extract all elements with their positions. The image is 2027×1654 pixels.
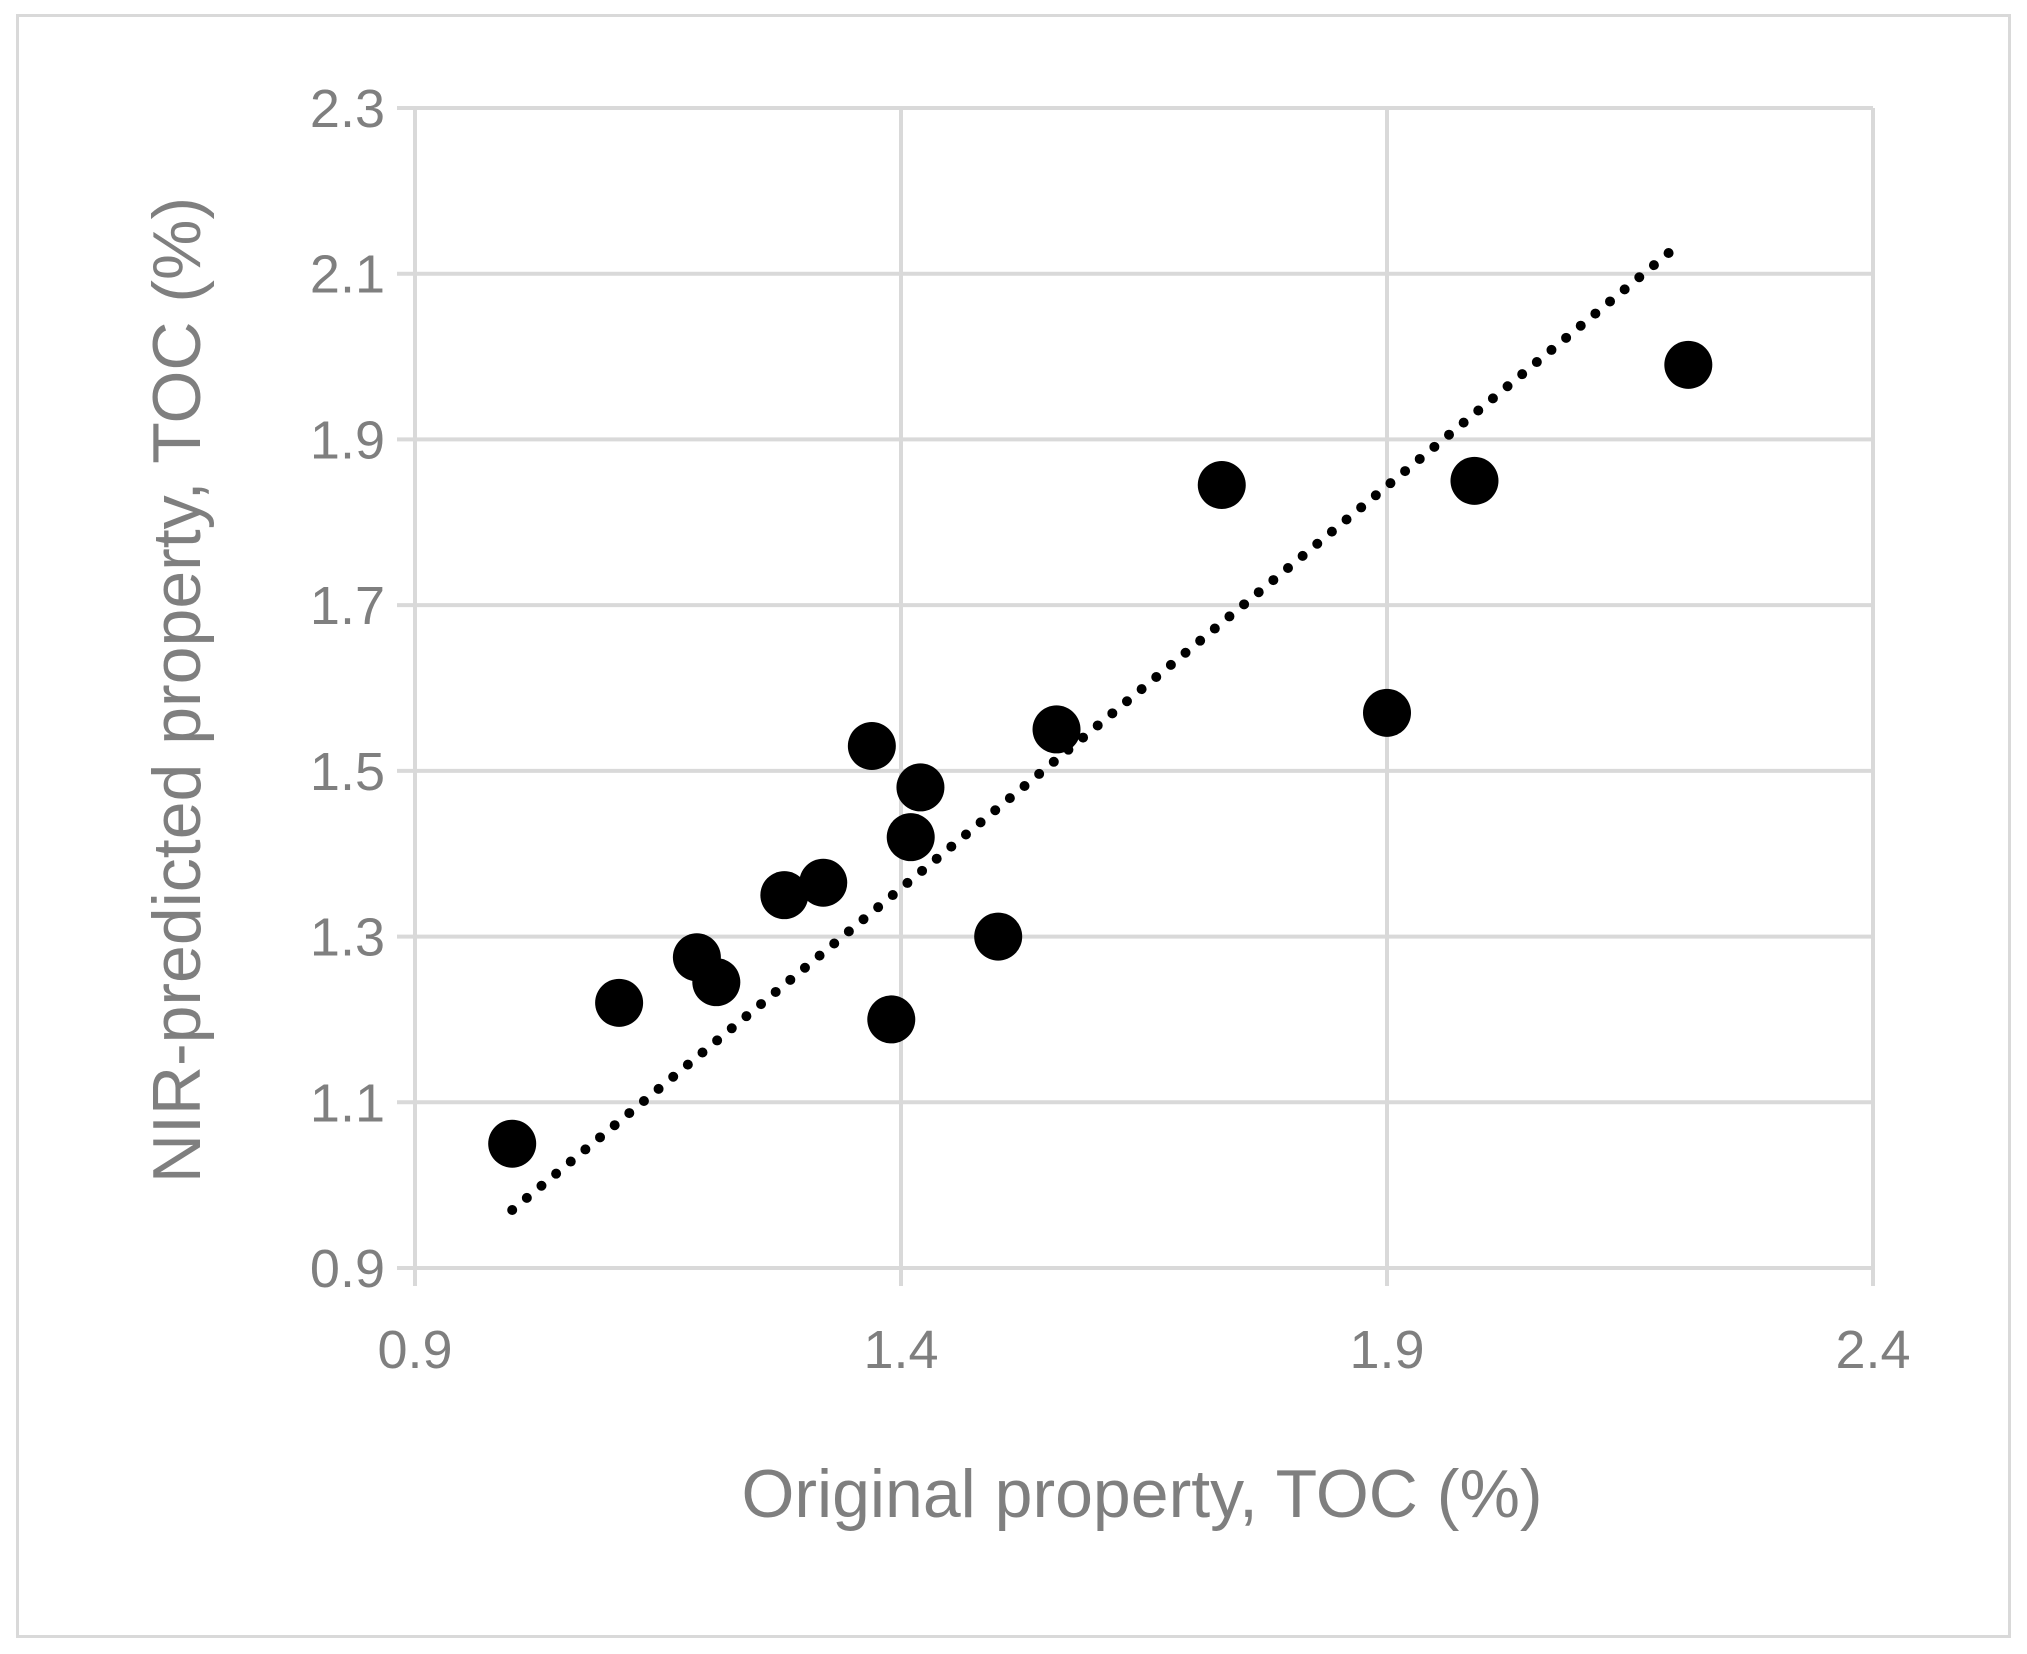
x-tick-labels: 0.9 1.4 1.9 2.4 <box>377 1320 1910 1380</box>
trendline-path <box>507 239 1684 1215</box>
x-tick-label-1: 1.4 <box>863 1320 938 1380</box>
x-tick-label-0: 0.9 <box>377 1320 452 1380</box>
data-point-7 <box>867 995 916 1044</box>
data-point-15 <box>1664 340 1713 389</box>
y-tick-labels: 0.9 1.1 1.3 1.5 1.7 1.9 2.1 2.3 <box>310 79 385 1299</box>
y-tick-label-7: 2.3 <box>310 79 385 139</box>
y-tick-label-6: 2.1 <box>310 245 385 305</box>
y-tick-label-3: 1.5 <box>310 742 385 802</box>
gridlines <box>397 106 1875 1286</box>
data-point-14 <box>1450 456 1499 505</box>
data-point-8 <box>886 813 935 862</box>
data-points <box>488 340 1713 1168</box>
data-point-12 <box>1197 461 1246 509</box>
data-point-9 <box>896 763 945 812</box>
data-point-11 <box>1032 705 1081 754</box>
y-axis-title: NIR-predicted property, TOC (%) <box>139 197 215 1183</box>
data-point-3 <box>692 958 741 1007</box>
data-point-4 <box>760 871 809 920</box>
y-tick-label-1: 1.1 <box>310 1073 385 1133</box>
data-point-10 <box>974 912 1023 961</box>
x-axis-title: Original property, TOC (%) <box>741 1456 1542 1532</box>
data-point-5 <box>799 858 848 907</box>
data-point-0 <box>488 1119 537 1168</box>
y-tick-label-0: 0.9 <box>310 1239 385 1299</box>
data-point-6 <box>847 722 896 770</box>
x-tick-label-3: 2.4 <box>1835 1320 1910 1380</box>
y-tick-label-4: 1.7 <box>310 576 385 636</box>
y-tick-label-5: 1.9 <box>310 410 385 470</box>
chart-frame <box>16 14 2011 1638</box>
y-tick-label-2: 1.3 <box>310 908 385 968</box>
trendline <box>507 239 1684 1215</box>
x-tick-label-2: 1.9 <box>1349 1320 1424 1380</box>
data-point-1 <box>595 978 644 1027</box>
data-point-13 <box>1363 688 1411 737</box>
